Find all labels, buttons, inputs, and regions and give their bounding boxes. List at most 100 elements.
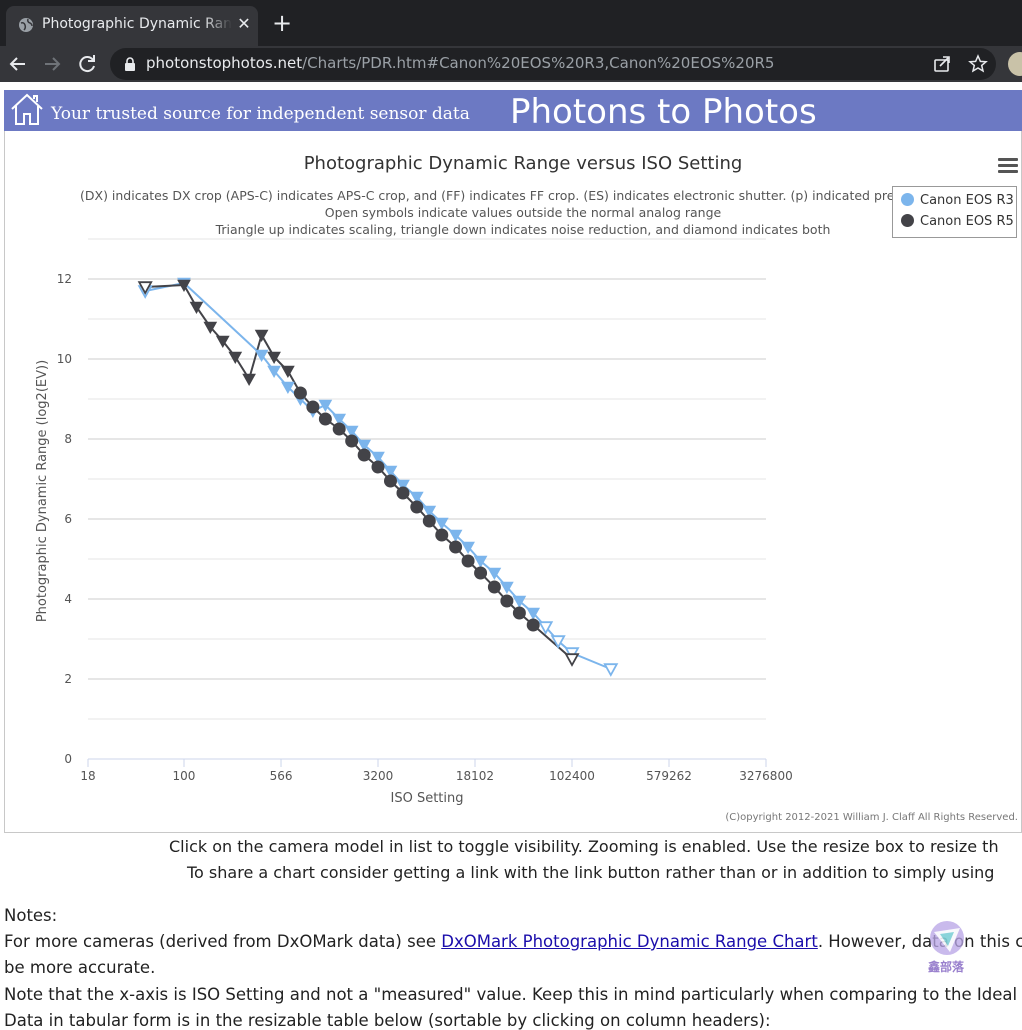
data-point-1[interactable] bbox=[449, 540, 463, 554]
back-arrow-icon[interactable] bbox=[6, 52, 30, 76]
data-point-1[interactable] bbox=[357, 448, 371, 462]
data-point-0[interactable] bbox=[371, 451, 385, 465]
data-point-1[interactable] bbox=[564, 653, 580, 667]
info-line-1: Click on the camera model in list to tog… bbox=[169, 837, 999, 856]
url-path: /Charts/PDR.htm#Canon%20EOS%20R3,Canon%2… bbox=[302, 54, 775, 72]
data-point-0[interactable] bbox=[487, 567, 502, 581]
data-point-1[interactable] bbox=[526, 618, 540, 632]
data-point-0[interactable] bbox=[332, 413, 347, 427]
chart-subtitle-line-3: Triangle up indicates scaling, triangle … bbox=[215, 222, 831, 237]
data-point-1[interactable] bbox=[371, 460, 385, 474]
data-point-1[interactable] bbox=[215, 335, 230, 349]
tab-title: Photographic Dynamic Range versus ISO Se… bbox=[42, 16, 232, 32]
dxomark-chart-link[interactable]: DxOMark Photographic Dynamic Range Chart bbox=[441, 932, 818, 951]
data-point-0[interactable] bbox=[526, 607, 541, 621]
notes-line-2: be more accurate. bbox=[4, 958, 156, 977]
site-banner: Your trusted source for independent sens… bbox=[4, 90, 1022, 132]
notes-line-1-after: . However, data on this ch bbox=[817, 932, 1022, 951]
reload-icon[interactable] bbox=[75, 52, 99, 76]
profile-avatar[interactable] bbox=[1008, 52, 1022, 76]
new-tab-button[interactable]: + bbox=[271, 9, 293, 37]
chart-subtitle-line-1: (DX) indicates DX crop (APS-C) indicates… bbox=[80, 188, 914, 203]
data-point-0[interactable] bbox=[383, 465, 398, 479]
data-point-1[interactable] bbox=[254, 329, 269, 343]
data-point-1[interactable] bbox=[203, 321, 218, 335]
chart-menu-icon[interactable] bbox=[998, 158, 1018, 174]
address-bar[interactable]: photonstophotos.net/Charts/PDR.htm#Canon… bbox=[110, 48, 996, 80]
lock-icon[interactable] bbox=[124, 57, 136, 71]
data-point-0[interactable] bbox=[538, 621, 554, 635]
data-point-1[interactable] bbox=[422, 514, 436, 528]
notes-line-3: Note that the x-axis is ISO Setting and … bbox=[4, 985, 1022, 1004]
data-point-1[interactable] bbox=[435, 528, 449, 542]
share-icon[interactable] bbox=[932, 54, 952, 74]
forward-arrow-icon[interactable] bbox=[40, 52, 64, 76]
data-point-0[interactable] bbox=[254, 349, 269, 363]
data-point-1[interactable] bbox=[318, 412, 332, 426]
data-point-0[interactable] bbox=[461, 541, 475, 555]
data-point-1[interactable] bbox=[306, 400, 320, 414]
data-point-1[interactable] bbox=[487, 580, 501, 594]
data-point-0[interactable] bbox=[550, 635, 566, 649]
data-point-0[interactable] bbox=[473, 555, 488, 569]
notes-heading: Notes: bbox=[4, 906, 58, 925]
data-point-1[interactable] bbox=[137, 281, 153, 295]
data-point-1[interactable] bbox=[512, 606, 526, 620]
y-axis-label: Photographic Dynamic Range (log2(EV)) bbox=[35, 360, 50, 622]
data-point-0[interactable] bbox=[344, 425, 359, 439]
data-point-1[interactable] bbox=[228, 351, 243, 365]
legend-item-canon-eos-r3[interactable]: Canon EOS R3 bbox=[901, 193, 1014, 211]
y-tick-label: 12 bbox=[57, 272, 72, 286]
browser-tab[interactable]: Photographic Dynamic Range versus ISO Se… bbox=[6, 6, 258, 46]
bookmark-star-icon[interactable] bbox=[968, 54, 988, 74]
data-point-1[interactable] bbox=[281, 365, 295, 379]
data-point-1[interactable] bbox=[189, 301, 204, 315]
data-point-0[interactable] bbox=[422, 505, 437, 519]
series-line-0[interactable] bbox=[144, 281, 612, 670]
data-point-1[interactable] bbox=[267, 351, 281, 365]
legend-item-canon-eos-r5[interactable]: Canon EOS R5 bbox=[901, 214, 1014, 232]
data-point-1[interactable] bbox=[461, 554, 475, 568]
data-point-1[interactable] bbox=[500, 594, 514, 608]
data-point-0[interactable] bbox=[357, 439, 372, 453]
legend-marker-r3 bbox=[901, 193, 914, 206]
y-tick-label: 0 bbox=[64, 752, 72, 766]
data-point-0[interactable] bbox=[396, 479, 410, 493]
data-point-1[interactable] bbox=[293, 386, 307, 400]
legend-label-r5: Canon EOS R5 bbox=[920, 214, 1014, 229]
data-point-0[interactable] bbox=[512, 595, 527, 609]
y-tick-label: 10 bbox=[57, 352, 72, 366]
plot-area[interactable] bbox=[137, 277, 619, 677]
home-icon[interactable] bbox=[10, 92, 44, 126]
data-point-0[interactable] bbox=[500, 581, 514, 595]
x-tick-label: 18102 bbox=[456, 769, 494, 783]
x-tick-label: 102400 bbox=[549, 769, 595, 783]
tab-close-icon[interactable]: ✕ bbox=[237, 14, 251, 33]
chart-container bbox=[4, 131, 1022, 833]
globe-icon bbox=[19, 18, 33, 32]
data-point-1[interactable] bbox=[383, 474, 397, 488]
data-point-0[interactable] bbox=[267, 365, 281, 379]
data-point-0[interactable] bbox=[434, 517, 449, 531]
data-point-1[interactable] bbox=[396, 486, 410, 500]
data-point-0[interactable] bbox=[281, 381, 295, 395]
x-tick-label: 566 bbox=[270, 769, 293, 783]
data-point-0[interactable] bbox=[409, 491, 424, 505]
data-point-1[interactable] bbox=[332, 422, 346, 436]
url-text[interactable]: photonstophotos.net/Charts/PDR.htm#Canon… bbox=[146, 54, 774, 74]
site-title: Photons to Photos bbox=[510, 92, 817, 132]
data-point-0[interactable] bbox=[603, 663, 619, 677]
notes-line-1-before: For more cameras (derived from DxOMark d… bbox=[4, 932, 442, 951]
data-point-0[interactable] bbox=[318, 399, 333, 413]
y-tick-label: 2 bbox=[64, 672, 72, 686]
browser-toolbar: photonstophotos.net/Charts/PDR.htm#Canon… bbox=[0, 46, 1022, 82]
data-point-1[interactable] bbox=[242, 373, 256, 387]
data-point-0[interactable] bbox=[448, 529, 463, 543]
dynamic-range-chart[interactable]: Photographic Dynamic Range versus ISO Se… bbox=[4, 131, 1022, 831]
data-point-1[interactable] bbox=[410, 500, 424, 514]
data-point-1[interactable] bbox=[177, 279, 191, 293]
chart-title: Photographic Dynamic Range versus ISO Se… bbox=[304, 153, 743, 174]
data-point-1[interactable] bbox=[345, 434, 359, 448]
data-point-1[interactable] bbox=[474, 566, 488, 580]
watermark-logo: 鑫部落 bbox=[920, 918, 972, 976]
